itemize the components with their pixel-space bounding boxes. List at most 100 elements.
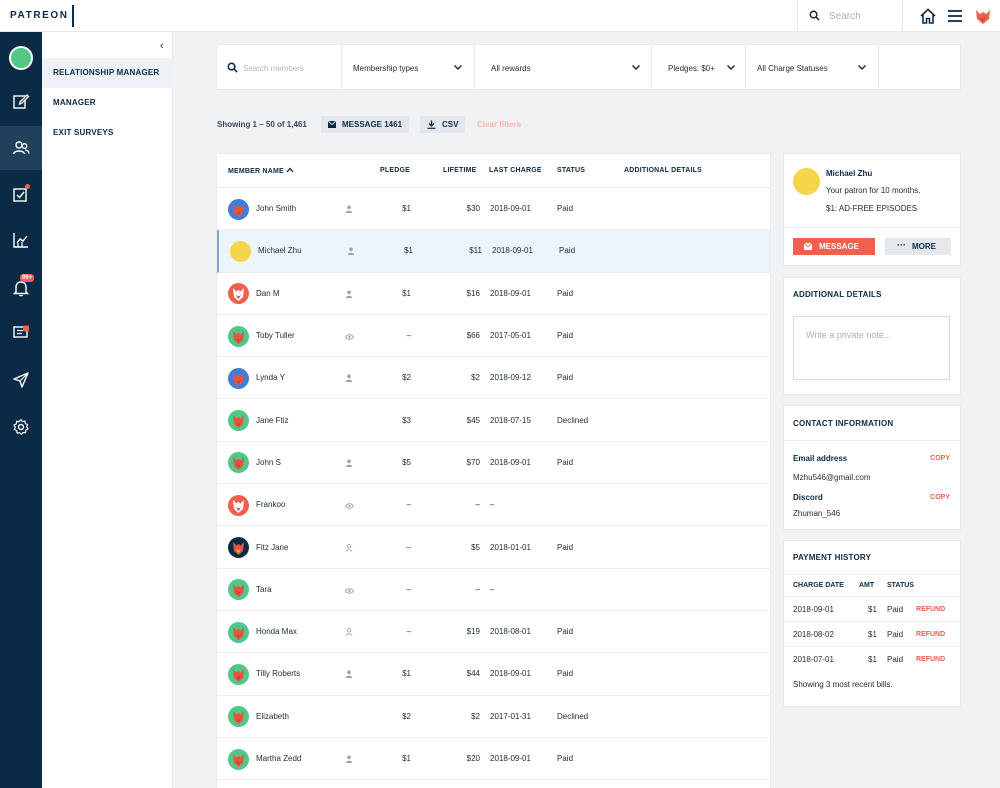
charge-status: Paid: [557, 754, 574, 764]
table-row[interactable]: John Smith $1 $30 2018-09-01 Paid: [217, 188, 770, 231]
export-csv-label: CSV: [442, 120, 459, 129]
lifetime-amount: $45: [466, 415, 480, 425]
hamburger-menu-icon[interactable]: [946, 7, 964, 25]
results-count: Showing 1 – 50 of 1,461: [217, 120, 307, 129]
person-outline-icon: [345, 543, 353, 554]
payment-status: Paid: [887, 655, 904, 664]
table-row[interactable]: Toby Tuller – $66 2017-05-01 Paid: [217, 315, 770, 358]
settings-icon: [13, 418, 29, 435]
messages-icon: [13, 325, 29, 338]
table-row[interactable]: Tara – – –: [217, 569, 770, 611]
last-charge-date: 2018-09-01: [492, 246, 533, 256]
membership-types-dropdown[interactable]: Membership types: [342, 45, 475, 89]
table-row[interactable]: John S $5 $70 2018-09-01 Paid: [217, 442, 770, 485]
pledge-amount: –: [406, 627, 411, 637]
eye-icon: [344, 586, 355, 596]
subnav-item-relationship-manager[interactable]: RELATIONSHIP MANAGER: [42, 58, 173, 88]
rail-item-messages[interactable]: [0, 313, 42, 353]
table-row[interactable]: Martha Zedd $1 $20 2018-09-01 Paid: [217, 738, 770, 781]
rail-item-notifications[interactable]: 99+: [0, 268, 42, 308]
refund-button[interactable]: REFUND: [916, 631, 946, 638]
column-header-lifetime[interactable]: LIFETIME: [443, 167, 477, 174]
subnav-item-exit-surveys[interactable]: EXIT SURVEYS: [53, 128, 114, 137]
export-csv-button[interactable]: CSV: [420, 116, 465, 133]
member-name[interactable]: Tara: [256, 584, 272, 594]
table-row[interactable]: Honda Max – $19 2018-08-01 Paid: [217, 611, 770, 654]
patreon-logo[interactable]: PATREON: [10, 10, 69, 21]
lifetime-amount: $44: [466, 669, 480, 679]
column-header-last-charge[interactable]: LAST CHARGE: [489, 167, 542, 174]
table-row[interactable]: Frankoo – – –: [217, 484, 770, 527]
home-icon[interactable]: [919, 7, 937, 25]
pledges-dropdown[interactable]: Pledges: $0+: [652, 45, 746, 89]
rail-item-insights[interactable]: [0, 220, 42, 260]
sort-up-icon: [286, 167, 294, 173]
pledge-amount: $2: [402, 373, 411, 383]
member-name[interactable]: Tilly Roberts: [256, 669, 301, 679]
member-name[interactable]: John Smith: [256, 204, 297, 214]
contact-information-title: CONTACT INFORMATION: [793, 419, 894, 428]
member-name[interactable]: Fitz Jane: [256, 542, 289, 552]
last-charge-date: 2018-09-12: [490, 373, 531, 383]
member-name[interactable]: John S: [256, 457, 281, 467]
copy-discord-button[interactable]: COPY: [930, 494, 950, 501]
subnav-item-manager[interactable]: MANAGER: [53, 98, 96, 107]
member-name[interactable]: Martha Zedd: [256, 754, 302, 764]
table-row[interactable]: Lynda Y $2 $2 2018-09-12 Paid: [217, 357, 770, 400]
rail-item-settings[interactable]: [0, 407, 42, 447]
member-name[interactable]: Honda Max: [256, 627, 297, 637]
payment-amount: $1: [868, 655, 877, 664]
collapse-chevron-icon[interactable]: ‹: [160, 40, 164, 52]
global-search[interactable]: Search: [797, 0, 903, 32]
member-name[interactable]: Frankoo: [256, 500, 286, 510]
member-avatar: [230, 240, 251, 262]
member-name[interactable]: Lynda Y: [256, 373, 285, 383]
lifetime-amount: –: [475, 584, 480, 594]
member-name[interactable]: Jane Ftiz: [256, 415, 289, 425]
payment-header-date: CHARGE DATE: [793, 582, 844, 589]
table-row[interactable]: Tilly Roberts $1 $44 2018-09-01 Paid: [217, 653, 770, 696]
lifetime-amount: $2: [471, 373, 480, 383]
member-name[interactable]: Dan M: [256, 288, 280, 298]
column-header-status[interactable]: STATUS: [557, 167, 586, 174]
rewards-dropdown[interactable]: All rewards: [475, 45, 652, 89]
creator-avatar-icon[interactable]: [973, 6, 993, 26]
private-note-textarea[interactable]: Write a private note...: [793, 316, 950, 380]
copy-email-button[interactable]: COPY: [930, 455, 950, 462]
avatar: [9, 46, 33, 70]
member-avatar: [228, 325, 249, 347]
member-name[interactable]: Toby Tuller: [256, 331, 295, 341]
column-header-member-name[interactable]: MEMBER NAME: [228, 167, 294, 175]
clear-filters-link[interactable]: Clear filters: [477, 120, 522, 129]
ellipsis-icon: ···: [897, 240, 906, 250]
lifetime-amount: $66: [466, 331, 480, 341]
member-avatar: [228, 621, 249, 643]
rail-item-posts[interactable]: [0, 81, 42, 121]
table-row[interactable]: Fitz Jane – $5 2018-01-01 Paid: [217, 526, 770, 569]
column-header-pledge[interactable]: PLEDGE: [380, 167, 410, 174]
message-all-button[interactable]: MESSAGE 1461: [321, 116, 409, 133]
table-row[interactable]: Jane Ftiz $3 $45 2018-07-15 Declined: [217, 400, 770, 442]
rail-avatar[interactable]: [0, 36, 42, 74]
rail-item-relationship-manager[interactable]: [0, 126, 42, 170]
charge-status-dropdown[interactable]: All Charge Statuses: [746, 45, 879, 89]
refund-button[interactable]: REFUND: [916, 606, 946, 613]
member-avatar: [228, 410, 249, 432]
rail-item-tasks[interactable]: [0, 175, 42, 215]
member-name[interactable]: Elizabeth: [256, 711, 289, 721]
table-row[interactable]: Elizabeth $2 $2 2017-01-31 Declined: [217, 696, 770, 738]
pledge-amount: –: [406, 584, 411, 594]
patron-tier: $1: AD-FREE EPISODES: [826, 204, 918, 213]
table-row[interactable]: Dan M $1 $16 2018-09-01 Paid: [217, 273, 770, 315]
rail-item-send[interactable]: [0, 360, 42, 400]
lifetime-amount: $70: [466, 457, 480, 467]
member-name[interactable]: Michael Zhu: [258, 246, 302, 256]
more-options-button[interactable]: ··· MORE: [885, 238, 951, 255]
refund-button[interactable]: REFUND: [916, 656, 946, 663]
message-patron-button[interactable]: MESSAGE: [793, 238, 875, 255]
person-icon: [347, 247, 355, 257]
member-search-input[interactable]: Search members: [217, 45, 342, 89]
last-charge-date: –: [490, 500, 495, 510]
table-row[interactable]: Michael Zhu $1 $11 2018-09-01 Paid: [217, 230, 770, 273]
person-icon: [345, 374, 353, 384]
